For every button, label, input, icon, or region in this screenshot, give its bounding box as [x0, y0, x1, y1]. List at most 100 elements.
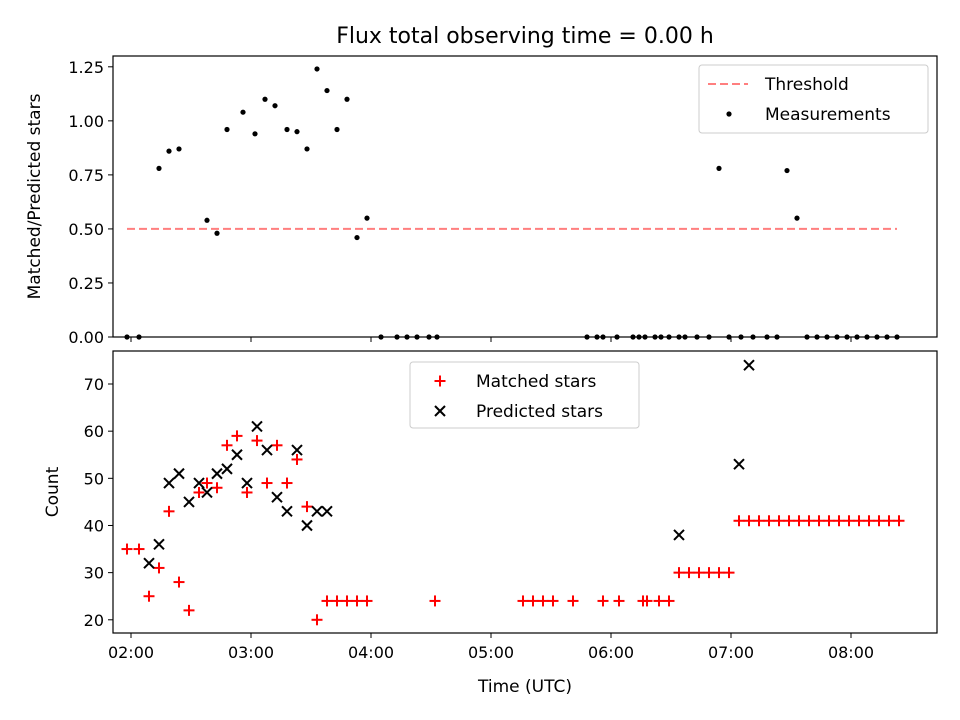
series-predicted-stars: [143, 359, 755, 569]
y-tick-label: 0.25: [68, 274, 104, 293]
data-point: [193, 477, 205, 489]
data-point: [334, 126, 340, 133]
x-marker-b: [163, 477, 175, 489]
data-point: [853, 515, 865, 527]
data-point: [753, 515, 765, 527]
data-point: [613, 595, 625, 607]
data-point: [803, 515, 815, 527]
data-point: [351, 595, 363, 607]
legend-swatch: [726, 111, 732, 117]
data-point: [183, 496, 195, 508]
data-point: [567, 595, 579, 607]
y-tick-label: 70: [84, 375, 104, 394]
data-point: [331, 595, 343, 607]
data-point: [271, 439, 283, 451]
x-marker-b: [193, 477, 205, 489]
data-point: [354, 234, 360, 241]
data-point: [261, 444, 273, 456]
data-point: [251, 420, 263, 433]
legend-box: [698, 64, 929, 134]
data-point: [201, 486, 213, 499]
data-point: [784, 167, 790, 174]
data-point: [663, 595, 675, 607]
x-marker-b: [301, 519, 313, 532]
data-point: [321, 595, 333, 607]
legend-label: Matched stars: [476, 372, 596, 392]
x-marker-b: [321, 505, 333, 518]
x-tick-label: 04:00: [348, 643, 394, 662]
data-point: [783, 515, 795, 527]
data-point: [241, 477, 253, 489]
axes-frame: [112, 55, 938, 338]
data-point: [813, 515, 825, 527]
x-marker-b: [743, 359, 755, 371]
data-point: [324, 87, 330, 94]
data-point: [291, 453, 303, 465]
data-point: [301, 501, 313, 513]
x-marker-b: [173, 467, 185, 480]
data-point: [176, 146, 182, 152]
x-marker-b: [673, 529, 685, 541]
data-point: [843, 515, 855, 527]
x-tick-label: 05:00: [468, 643, 514, 662]
legend-box: [409, 361, 640, 429]
data-point: [301, 519, 313, 532]
data-point: [163, 505, 175, 517]
data-point: [763, 515, 775, 527]
data-point: [262, 96, 268, 102]
data-point: [272, 103, 278, 109]
data-point: [341, 595, 353, 607]
data-point: [703, 567, 715, 579]
data-point: [429, 595, 441, 607]
x-tick-label: 03:00: [228, 643, 274, 662]
data-point: [641, 595, 653, 607]
y-tick-label: 0.50: [68, 220, 104, 239]
data-point: [794, 215, 800, 221]
data-point: [733, 515, 745, 527]
figure-title: Flux total observing time = 0.00 h: [336, 24, 714, 49]
data-point: [153, 538, 165, 551]
data-point: [693, 567, 705, 579]
data-point: [271, 491, 283, 503]
data-point: [221, 439, 233, 451]
x-marker-b: [143, 557, 155, 569]
x-marker-b: [291, 444, 303, 456]
y-axis-label: Matched/Predicted stars: [25, 93, 45, 299]
data-point: [364, 215, 370, 221]
legend: Matched stars Predicted stars: [409, 361, 640, 429]
data-point: [653, 595, 665, 607]
axes-frame: [112, 350, 938, 634]
data-point: [240, 109, 246, 115]
legend-item: Matched stars: [434, 372, 596, 392]
data-point: [773, 515, 785, 527]
data-point: [733, 458, 745, 470]
legend-swatch: [434, 405, 446, 417]
data-point: [716, 165, 722, 171]
data-point: [231, 449, 243, 461]
data-point: [241, 486, 253, 498]
x-tick-label: 07:00: [708, 643, 754, 662]
data-point: [793, 515, 805, 527]
x-marker-b: [281, 505, 293, 518]
legend: Threshold Measurements: [698, 64, 929, 134]
x-marker-b: [183, 496, 195, 508]
top-panel: 0.00 0.25 0.50 0.75 1.00 1.25 Matched/Predicte…: [25, 55, 938, 347]
data-point: [291, 444, 303, 456]
data-point: [537, 595, 549, 607]
data-point: [193, 486, 205, 498]
x-marker-b: [251, 420, 263, 433]
data-point: [173, 467, 185, 480]
x-marker-b: [231, 449, 243, 461]
data-point: [204, 217, 210, 223]
data-point: [252, 131, 258, 137]
series-matched-stars: [121, 430, 905, 626]
x-marker-b: [201, 486, 213, 499]
legend-label: Predicted stars: [476, 402, 603, 422]
x-marker-b: [733, 458, 745, 470]
data-point: [284, 126, 290, 133]
data-point: [743, 515, 755, 527]
data-point: [214, 230, 220, 236]
y-tick-label: 40: [84, 516, 104, 535]
data-point: [156, 165, 162, 171]
